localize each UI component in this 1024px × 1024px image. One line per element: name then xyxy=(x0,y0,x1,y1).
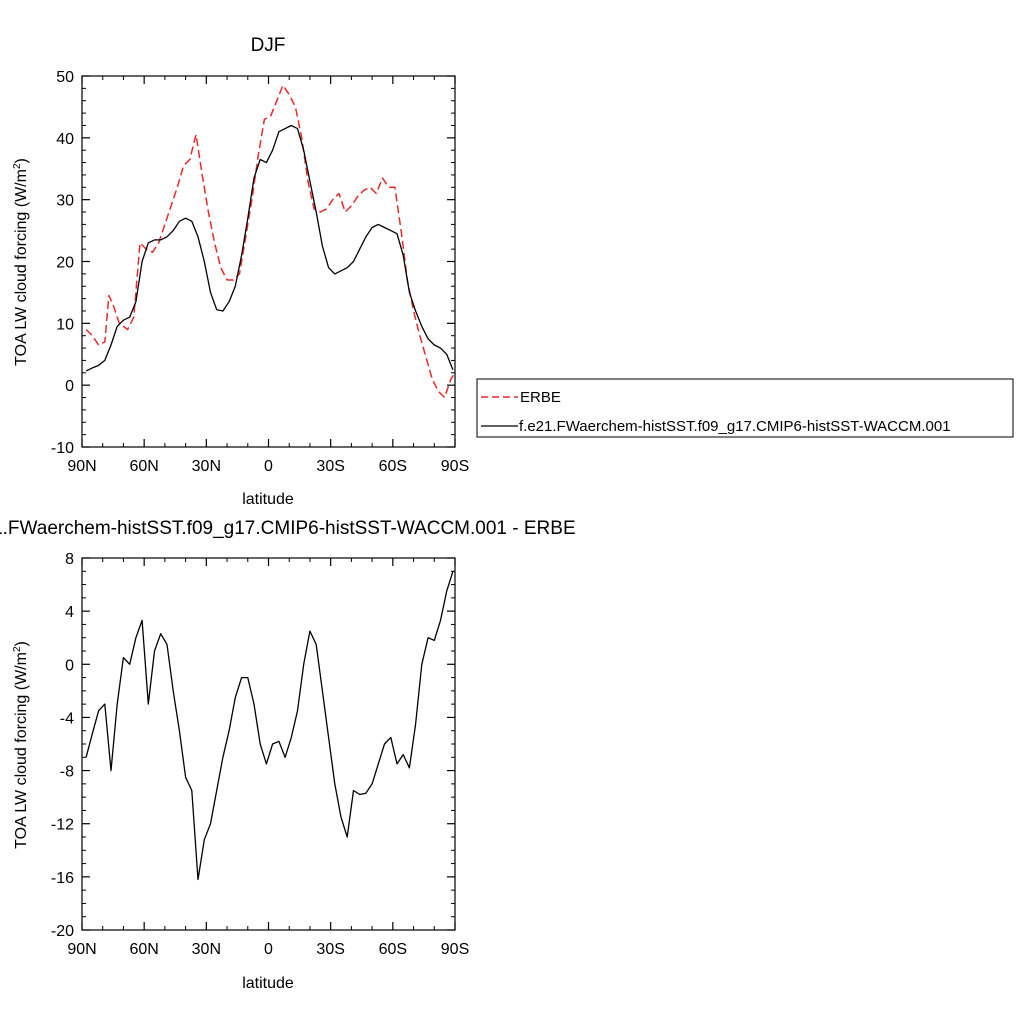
y-tick-label: -16 xyxy=(51,870,74,887)
y-tick-label: 0 xyxy=(65,378,74,395)
bottom-chart-title: f.e21.FWaerchem-histSST.f09_g17.CMIP6-hi… xyxy=(0,518,576,539)
top-plot-area: 90N 60N 30N 0 30S 60S 90S -10 0 10 20 30 40 50 xyxy=(51,69,469,475)
y-tick-label: -4 xyxy=(60,710,74,727)
y-tick-label: 8 xyxy=(65,551,74,568)
x-tick-label: 90S xyxy=(441,458,469,475)
bottom-x-axis-label: latitude xyxy=(242,975,294,992)
x-tick-label: 90N xyxy=(67,941,96,958)
bottom-plot-area: 90N 60N 30N 0 30S 60S 90S -20 -16 -12 -8 -4 0 4 8 xyxy=(51,551,469,958)
top-chart-title: DJF xyxy=(251,35,286,56)
x-tick-label: 30S xyxy=(316,941,344,958)
y-tick-label: 20 xyxy=(56,255,74,272)
y-tick-label: -12 xyxy=(51,817,74,834)
y-tick-label: 0 xyxy=(65,657,74,674)
legend-box xyxy=(476,378,1014,438)
y-tick-label: 40 xyxy=(56,131,74,148)
y-tick-label: 50 xyxy=(56,69,74,86)
x-tick-label: 90S xyxy=(441,941,469,958)
y-tick-label: -10 xyxy=(51,440,74,457)
top-y-axis-label: TOA LW cloud forcing (W/m2) xyxy=(12,158,30,366)
bottom-y-axis-label-main: TOA LW cloud forcing (W/m xyxy=(13,652,30,849)
bottom-y-axis-label-sup: 2 xyxy=(12,646,23,652)
x-tick-label: 60S xyxy=(379,458,407,475)
y-tick-label: 30 xyxy=(56,193,74,210)
y-tick-label: -8 xyxy=(60,764,74,781)
y-tick-label: 10 xyxy=(56,316,74,333)
top-y-axis-label-main: TOA LW cloud forcing (W/m xyxy=(13,169,30,366)
x-tick-label: 60N xyxy=(129,941,158,958)
bottom-y-axis-label-close: ) xyxy=(13,641,30,646)
bottom-series-line-0 xyxy=(85,571,454,881)
x-tick-label: 60S xyxy=(379,941,407,958)
x-tick-label: 60N xyxy=(129,458,158,475)
legend-model-label: f.e21.FWaerchem-histSST.f09_g17.CMIP6-hi… xyxy=(519,418,951,435)
x-tick-label: 30S xyxy=(316,458,344,475)
y-tick-label: -20 xyxy=(51,923,74,940)
legend: ERBE f.e21.FWaerchem-histSST.f09_g17.CMI… xyxy=(476,378,1014,438)
y-tick-label: 4 xyxy=(65,604,74,621)
legend-erbe-label: ERBE xyxy=(520,389,561,406)
x-tick-label: 0 xyxy=(264,458,273,475)
x-tick-label: 30N xyxy=(192,941,221,958)
bottom-y-axis-label: TOA LW cloud forcing (W/m2) xyxy=(12,641,30,849)
x-tick-label: 90N xyxy=(67,458,96,475)
x-tick-label: 0 xyxy=(264,941,273,958)
top-panel: DJF 90N 60N 30N 0 30S 60S 90S -10 0 10 20 30 40 50 la… xyxy=(12,35,469,508)
top-x-axis-label: latitude xyxy=(242,491,294,508)
top-y-axis-label-sup: 2 xyxy=(12,163,23,169)
plot-frame xyxy=(81,557,456,931)
top-y-axis-label-close: ) xyxy=(13,158,30,163)
bottom-panel: f.e21.FWaerchem-histSST.f09_g17.CMIP6-hi… xyxy=(0,518,576,992)
top-series-line-1 xyxy=(85,124,454,372)
x-tick-label: 30N xyxy=(192,458,221,475)
